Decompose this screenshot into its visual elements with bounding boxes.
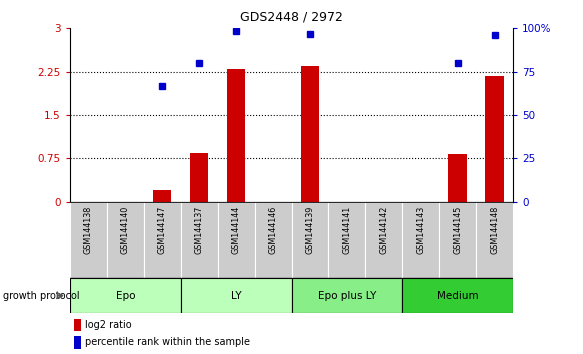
Bar [144, 202, 181, 278]
Text: GSM144144: GSM144144 [231, 206, 241, 254]
Bar [476, 202, 513, 278]
Text: GSM144140: GSM144140 [121, 206, 130, 254]
Bar [402, 278, 513, 313]
Bar [217, 202, 255, 278]
Bar [70, 278, 181, 313]
Bar [328, 202, 366, 278]
Bar [292, 202, 328, 278]
Text: log2 ratio: log2 ratio [86, 320, 132, 330]
Bar [439, 202, 476, 278]
Text: GSM144138: GSM144138 [84, 206, 93, 254]
Text: GSM144137: GSM144137 [195, 206, 203, 254]
Text: LY: LY [231, 291, 241, 301]
Text: GSM144147: GSM144147 [158, 206, 167, 254]
Bar [190, 153, 209, 202]
Text: GSM144143: GSM144143 [416, 206, 425, 254]
Text: Medium: Medium [437, 291, 479, 301]
Text: GSM144145: GSM144145 [453, 206, 462, 254]
Bar [292, 278, 402, 313]
Bar [366, 202, 402, 278]
Bar [301, 66, 319, 202]
Text: GSM144148: GSM144148 [490, 206, 499, 254]
Bar [153, 190, 171, 202]
Text: Epo: Epo [115, 291, 135, 301]
Text: GSM144139: GSM144139 [305, 206, 314, 254]
Bar [485, 76, 504, 202]
Text: GSM144141: GSM144141 [342, 206, 352, 254]
Bar [227, 69, 245, 202]
Bar [70, 202, 107, 278]
Bar [255, 202, 292, 278]
Text: GSM144142: GSM144142 [380, 206, 388, 254]
Text: percentile rank within the sample: percentile rank within the sample [86, 337, 251, 347]
Text: GDS2448 / 2972: GDS2448 / 2972 [240, 11, 343, 24]
Bar [402, 202, 439, 278]
Text: GSM144146: GSM144146 [269, 206, 278, 254]
Bar [75, 319, 81, 331]
Bar [448, 154, 467, 202]
Bar [181, 202, 217, 278]
Text: Epo plus LY: Epo plus LY [318, 291, 376, 301]
Bar [75, 336, 81, 349]
Bar [181, 278, 292, 313]
Bar [107, 202, 144, 278]
Text: growth protocol: growth protocol [3, 291, 79, 301]
